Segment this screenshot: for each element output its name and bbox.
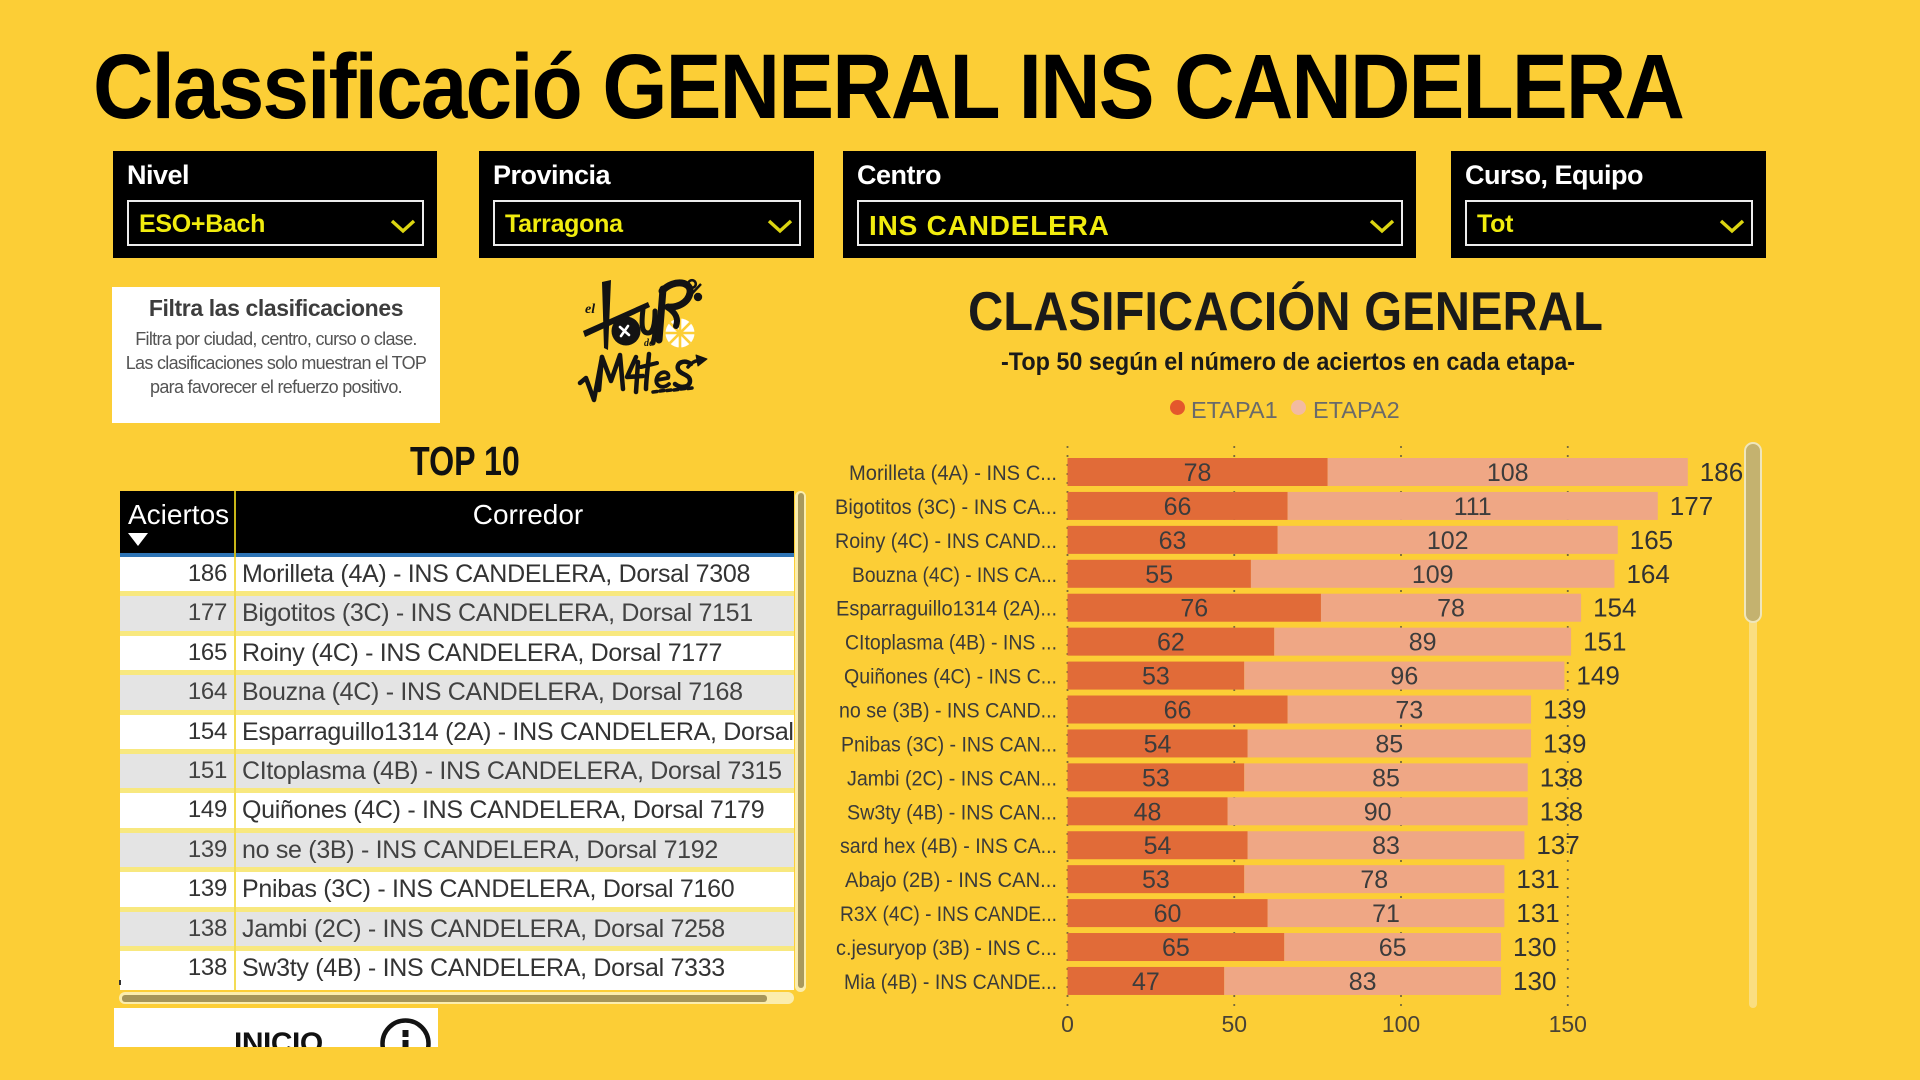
svg-text:Jambi (2C) - INS CAN...: Jambi (2C) - INS CAN... [847,766,1057,790]
svg-text:139: 139 [1543,728,1586,758]
svg-text:Roiny (4C) - INS CAND...: Roiny (4C) - INS CAND... [835,529,1057,553]
svg-text:130: 130 [1513,966,1556,996]
svg-text:73: 73 [1395,697,1423,725]
svg-text:90: 90 [1364,798,1392,826]
svg-text:186: 186 [1700,457,1743,487]
svg-text:83: 83 [1372,832,1400,860]
svg-text:100: 100 [1382,1011,1420,1037]
svg-text:164: 164 [1626,559,1669,589]
svg-text:Bigotitos (3C) - INS CA...: Bigotitos (3C) - INS CA... [835,495,1057,519]
svg-text:138: 138 [1540,796,1583,826]
svg-text:137: 137 [1536,830,1579,860]
svg-text:sard hex (4B) - INS CA...: sard hex (4B) - INS CA... [840,834,1057,858]
svg-text:0: 0 [1061,1011,1074,1037]
svg-text:85: 85 [1375,730,1403,758]
svg-text:149: 149 [1576,661,1619,691]
svg-text:89: 89 [1409,629,1437,657]
svg-text:53: 53 [1142,764,1170,792]
svg-text:78: 78 [1184,459,1212,487]
svg-text:50: 50 [1221,1011,1247,1037]
svg-text:78: 78 [1360,866,1388,894]
svg-text:Abajo (2B) - INS CAN...: Abajo (2B) - INS CAN... [845,868,1057,892]
svg-text:53: 53 [1142,663,1170,691]
svg-text:154: 154 [1593,593,1636,623]
svg-text:CItoplasma (4B) - INS ...: CItoplasma (4B) - INS ... [845,631,1057,655]
svg-text:85: 85 [1372,764,1400,792]
svg-text:83: 83 [1349,968,1377,996]
svg-text:c.jesuryop (3B) - INS C...: c.jesuryop (3B) - INS C... [836,936,1057,960]
svg-text:Esparraguillo1314 (2A)...: Esparraguillo1314 (2A)... [836,597,1057,621]
svg-text:131: 131 [1516,898,1559,928]
svg-text:63: 63 [1159,527,1187,555]
svg-text:76: 76 [1180,595,1208,623]
svg-text:109: 109 [1412,561,1454,589]
svg-text:Bouzna (4C) - INS CA...: Bouzna (4C) - INS CA... [852,563,1057,587]
svg-text:131: 131 [1516,864,1559,894]
svg-text:165: 165 [1630,525,1673,555]
svg-text:66: 66 [1164,493,1192,521]
svg-text:150: 150 [1549,1011,1587,1037]
svg-text:Pnibas (3C) - INS CAN...: Pnibas (3C) - INS CAN... [841,732,1057,756]
svg-text:66: 66 [1164,697,1192,725]
svg-text:102: 102 [1427,527,1469,555]
svg-text:53: 53 [1142,866,1170,894]
svg-text:177: 177 [1670,491,1713,521]
svg-text:Morilleta (4A) - INS C...: Morilleta (4A) - INS C... [849,461,1057,485]
svg-text:R3X (4C) - INS CANDE...: R3X (4C) - INS CANDE... [840,902,1057,926]
svg-text:48: 48 [1134,798,1162,826]
svg-text:151: 151 [1583,627,1626,657]
svg-text:96: 96 [1390,663,1418,691]
svg-text:55: 55 [1145,561,1173,589]
svg-text:Sw3ty (4B) - INS CAN...: Sw3ty (4B) - INS CAN... [847,800,1057,824]
svg-text:Mia (4B) - INS CANDE...: Mia (4B) - INS CANDE... [844,970,1057,994]
svg-text:130: 130 [1513,932,1556,962]
svg-text:65: 65 [1379,934,1407,962]
svg-text:62: 62 [1157,629,1185,657]
svg-text:78: 78 [1437,595,1465,623]
svg-text:60: 60 [1154,900,1182,928]
svg-text:no se (3B) - INS CAND...: no se (3B) - INS CAND... [839,699,1057,723]
svg-text:54: 54 [1144,730,1172,758]
svg-text:47: 47 [1132,968,1160,996]
svg-text:71: 71 [1372,900,1400,928]
svg-text:el: el [585,302,595,317]
svg-text:138: 138 [1540,762,1583,792]
svg-text:Quiñones (4C) - INS C...: Quiñones (4C) - INS C... [844,665,1057,689]
svg-text:de: de [644,338,654,349]
svg-text:108: 108 [1487,459,1529,487]
svg-text:139: 139 [1543,695,1586,725]
svg-text:65: 65 [1162,934,1190,962]
svg-text:54: 54 [1144,832,1172,860]
svg-text:111: 111 [1454,493,1492,521]
